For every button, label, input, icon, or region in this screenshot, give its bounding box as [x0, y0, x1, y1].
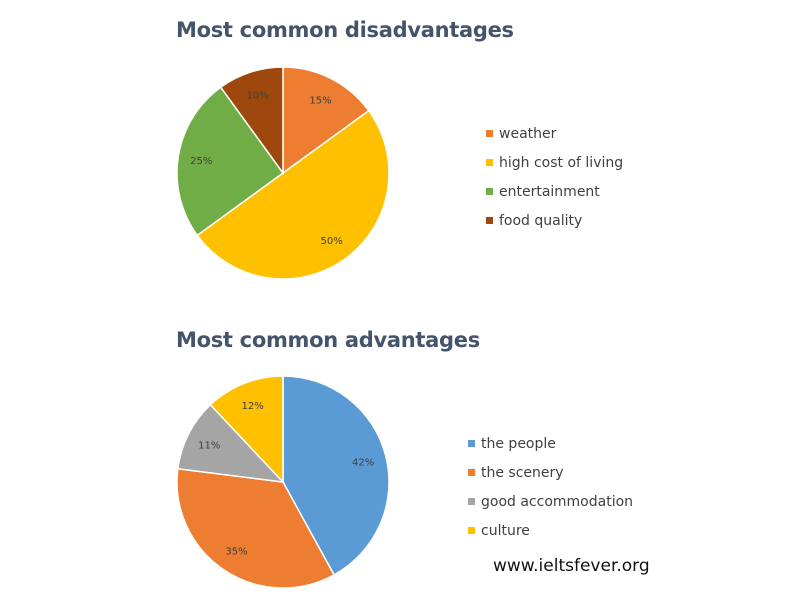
legend-label: good accommodation — [481, 493, 634, 510]
legend-item-good-accommodation: good accommodation — [468, 487, 633, 516]
legend-swatch — [486, 130, 493, 137]
legend-label: the scenery — [481, 464, 564, 481]
slice-label-high-cost-of-living: 50% — [320, 236, 342, 247]
pie-slice-the-people — [282, 375, 390, 576]
advantages-pie: 42% 35% 11% 12% — [176, 375, 390, 589]
pie-slice-entertainment — [176, 86, 285, 237]
legend-swatch — [468, 469, 475, 476]
pie-slice-the-scenery — [176, 467, 336, 589]
slice-label-the-scenery: 35% — [225, 546, 247, 557]
legend-label: culture — [481, 522, 530, 539]
legend-swatch — [468, 498, 475, 505]
legend-swatch — [468, 527, 475, 534]
legend-label: food quality — [499, 212, 583, 229]
slice-label-food-quality: 10% — [246, 90, 268, 101]
legend-label: entertainment — [499, 183, 600, 200]
disadvantages-legend: weather high cost of living entertainment f… — [486, 119, 623, 235]
legend-swatch — [486, 217, 493, 224]
pie-slice-high-cost-of-living — [196, 109, 390, 280]
legend-swatch — [486, 159, 493, 166]
advantages-chart: Most common advantages 42% 35% 11% 12% the … — [0, 300, 800, 600]
disadvantages-chart: Most common disadvantages 15% 50% 25% 10% w… — [176, 18, 623, 280]
legend-item-the-scenery: the scenery — [468, 458, 633, 487]
advantages-legend: the people the scenery good accommodation c… — [468, 429, 633, 545]
chart-title: Most common advantages — [176, 328, 480, 352]
slice-label-weather: 15% — [309, 95, 331, 106]
legend-label: weather — [499, 125, 557, 142]
disadvantages-pie: 15% 50% 25% 10% — [176, 66, 390, 280]
legend-swatch — [486, 188, 493, 195]
pie-slice-good-accommodation — [177, 403, 285, 484]
pie-slice-culture — [209, 375, 284, 484]
legend-swatch — [468, 440, 475, 447]
legend-item-culture: culture — [468, 516, 633, 545]
legend-item-entertainment: entertainment — [486, 177, 623, 206]
slice-label-good-accommodation: 11% — [198, 441, 220, 452]
chart-title: Most common disadvantages — [176, 18, 514, 42]
pie-slice-food-quality — [219, 66, 284, 176]
legend-item-high-cost-of-living: high cost of living — [486, 148, 623, 177]
pie-slice-weather — [282, 66, 370, 175]
watermark-text: www.ieltsfever.org — [493, 556, 650, 576]
legend-item-the-people: the people — [468, 429, 633, 458]
legend-item-food-quality: food quality — [486, 206, 623, 235]
slice-label-culture: 12% — [241, 401, 263, 412]
legend-label: the people — [481, 435, 556, 452]
legend-label: high cost of living — [499, 154, 624, 171]
slice-label-entertainment: 25% — [190, 156, 212, 167]
slice-label-the-people: 42% — [352, 457, 374, 468]
legend-item-weather: weather — [486, 119, 623, 148]
